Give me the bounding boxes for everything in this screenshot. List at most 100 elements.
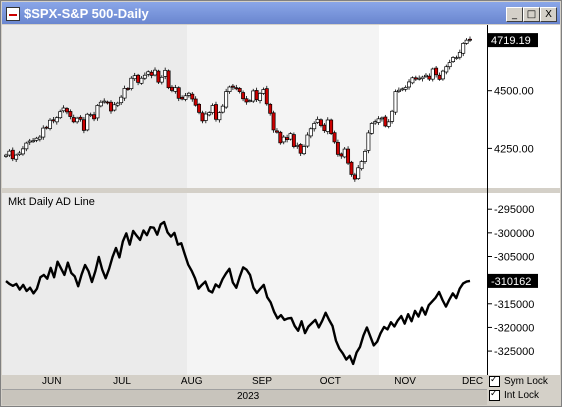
candle xyxy=(312,121,317,132)
candle xyxy=(434,66,439,78)
candle xyxy=(291,132,296,149)
candle xyxy=(183,93,188,102)
price-tick-label: 4250.00 xyxy=(494,143,534,155)
candle xyxy=(81,117,86,134)
close-button[interactable]: X xyxy=(540,7,557,22)
month-label: NOV xyxy=(394,376,416,387)
int-lock-label: Int Lock xyxy=(504,390,540,402)
ad-line-series xyxy=(5,220,471,366)
ad-panel-shade xyxy=(2,193,187,375)
minimize-button[interactable]: _ xyxy=(506,7,523,22)
candle xyxy=(366,130,371,154)
candle xyxy=(241,90,246,102)
candle xyxy=(214,101,218,122)
month-labels: JUN JUL AUG SEP OCT NOV DEC xyxy=(2,375,487,389)
candle xyxy=(115,101,120,108)
candle xyxy=(325,117,330,135)
candle xyxy=(14,153,19,162)
month-label: SEP xyxy=(252,376,273,387)
month-label: JUL xyxy=(113,376,131,387)
month-label: DEC xyxy=(462,376,484,387)
candle xyxy=(190,92,195,102)
candle xyxy=(454,55,459,60)
candle xyxy=(356,165,361,180)
chart-app-icon xyxy=(6,7,20,21)
candle xyxy=(390,109,395,124)
check-icon xyxy=(489,374,500,387)
candle xyxy=(75,116,80,124)
ad-tick-label: -325000 xyxy=(494,346,534,358)
candle xyxy=(207,111,212,117)
candle xyxy=(129,76,134,91)
candle xyxy=(430,67,435,82)
candle xyxy=(227,85,232,94)
price-scale-bg xyxy=(487,25,560,188)
candle xyxy=(95,104,100,121)
candle xyxy=(54,116,59,125)
price-candles xyxy=(4,36,472,182)
candle xyxy=(332,130,337,144)
candle xyxy=(31,138,36,143)
candle xyxy=(369,122,374,135)
candle xyxy=(274,128,279,134)
ad-panel-shade-2 xyxy=(187,193,379,375)
candle xyxy=(176,86,181,102)
candle xyxy=(288,132,293,141)
sym-lock-checkbox[interactable]: Sym Lock xyxy=(489,374,559,390)
candle xyxy=(65,107,69,115)
ad-tick-label: -295000 xyxy=(494,204,534,216)
candle xyxy=(386,119,391,129)
candle xyxy=(319,118,323,128)
candle xyxy=(230,84,235,90)
ad-tick-label: -305000 xyxy=(494,251,534,263)
candle xyxy=(359,160,364,171)
candle xyxy=(139,76,144,85)
candle xyxy=(217,111,222,123)
month-label: JUN xyxy=(42,376,62,387)
candle xyxy=(396,87,401,93)
candle xyxy=(305,132,310,148)
candle xyxy=(403,85,408,92)
candle xyxy=(407,79,411,90)
maximize-button[interactable]: □ xyxy=(523,7,540,22)
price-panel-shade xyxy=(2,25,187,188)
month-label: AUG xyxy=(180,376,203,387)
candle xyxy=(220,104,225,114)
candle xyxy=(271,110,276,133)
candle xyxy=(159,75,164,85)
candle xyxy=(37,135,42,142)
candle xyxy=(166,69,171,90)
candle xyxy=(393,89,398,115)
candle xyxy=(258,92,262,104)
candle xyxy=(464,38,469,45)
candle xyxy=(119,95,124,105)
candle xyxy=(197,102,202,115)
check-icon xyxy=(489,388,500,401)
chart-canvas[interactable]: 4500.00 4250.00 -295000 -300000 -305000 -3150… xyxy=(2,25,560,375)
candle xyxy=(363,149,367,164)
candle xyxy=(78,115,83,122)
candle xyxy=(193,96,198,107)
candle xyxy=(142,72,147,81)
ad-panel-label: Mkt Daily AD Line xyxy=(8,196,95,208)
candle xyxy=(251,88,256,103)
candle xyxy=(224,88,229,109)
candle xyxy=(237,87,242,94)
candle xyxy=(278,130,283,145)
candle xyxy=(451,56,456,63)
year-label: 2023 xyxy=(237,391,260,402)
candle xyxy=(302,144,306,156)
candle xyxy=(329,118,334,135)
title-bar[interactable]: $SPX-S&P 500-Daily _ □ X xyxy=(2,2,560,24)
price-last-value-box xyxy=(488,33,538,48)
candle xyxy=(68,109,73,120)
candle xyxy=(349,160,354,177)
int-lock-checkbox[interactable]: Int Lock xyxy=(489,388,559,404)
panel-divider[interactable] xyxy=(2,188,560,193)
candle xyxy=(4,153,8,158)
candle xyxy=(461,42,466,57)
plot-area[interactable]: 4500.00 4250.00 -295000 -300000 -305000 -3150… xyxy=(2,25,560,375)
candle xyxy=(376,116,381,125)
candle xyxy=(264,85,269,106)
